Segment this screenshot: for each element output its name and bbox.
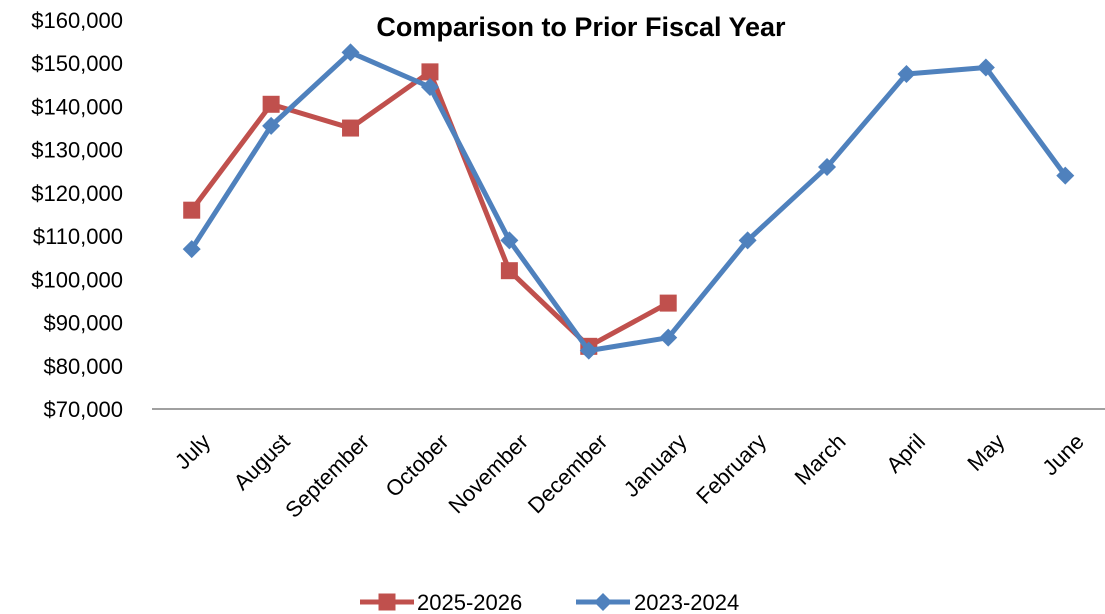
y-tick-label: $140,000: [31, 94, 123, 119]
data-point: [420, 77, 439, 96]
series-2023-2024: [182, 43, 1075, 360]
y-tick-label: $70,000: [43, 397, 123, 422]
y-axis: $70,000 $80,000 $90,000 $100,000 $110,000 $12…: [31, 8, 123, 422]
x-tick-label: December: [523, 429, 612, 518]
data-point: [500, 262, 518, 280]
chart-title: Comparison to Prior Fiscal Year: [376, 12, 786, 42]
data-point: [500, 231, 519, 250]
data-point: [342, 119, 360, 137]
y-tick-label: $80,000: [43, 354, 123, 379]
data-point: [262, 116, 281, 135]
data-point: [659, 328, 678, 347]
y-tick-label: $150,000: [31, 51, 123, 76]
x-tick-label: February: [691, 429, 771, 509]
legend-item: 2025-2026: [360, 590, 522, 614]
x-tick-label: August: [229, 429, 295, 495]
x-tick-label: June: [1037, 429, 1088, 480]
x-tick-label: November: [443, 429, 532, 518]
data-point: [897, 65, 916, 84]
series-line: [189, 49, 1068, 354]
x-tick-label: September: [280, 429, 374, 523]
data-point: [183, 201, 201, 219]
data-point: [818, 157, 837, 176]
legend-label: 2023-2024: [634, 590, 739, 614]
y-tick-label: $160,000: [31, 8, 123, 33]
y-tick-label: $130,000: [31, 138, 123, 163]
x-tick-label: January: [619, 429, 692, 502]
x-tick-label: April: [881, 429, 930, 478]
legend-label: 2025-2026: [417, 590, 522, 614]
legend-item: 2023-2024: [576, 590, 739, 614]
legend-diamond-marker: [594, 593, 612, 611]
x-tick-label: July: [170, 429, 215, 474]
legend: 2025-2026 2023-2024: [360, 590, 739, 614]
data-point: [976, 58, 995, 77]
y-tick-label: $120,000: [31, 181, 123, 206]
series-2025-2026: [183, 63, 677, 355]
y-tick-label: $100,000: [31, 267, 123, 292]
data-point: [262, 95, 280, 113]
series-layer: [182, 43, 1075, 360]
y-tick-label: $90,000: [43, 311, 123, 336]
x-tick-label: March: [790, 429, 851, 490]
data-point: [182, 240, 201, 259]
legend-square-marker: [378, 593, 396, 611]
data-point: [341, 43, 360, 62]
y-tick-label: $110,000: [33, 224, 123, 249]
data-point: [1056, 166, 1075, 185]
x-tick-label: May: [962, 429, 1009, 476]
series-line: [189, 69, 671, 349]
data-point: [421, 63, 439, 81]
data-point: [659, 294, 677, 312]
data-point: [738, 231, 757, 250]
data-point: [579, 341, 598, 360]
x-tick-label: October: [380, 429, 453, 502]
